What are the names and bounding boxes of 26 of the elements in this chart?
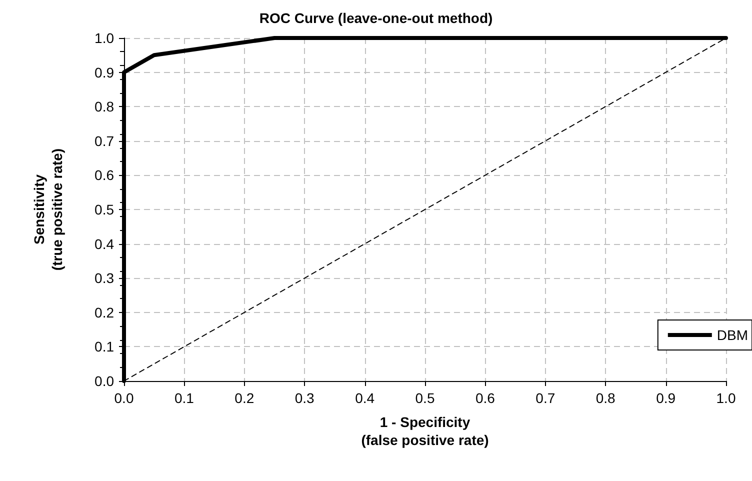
y-tick-label: 0.4 xyxy=(94,236,114,252)
y-tick-label: 0.9 xyxy=(94,64,114,80)
x-tick-label: 0.6 xyxy=(475,390,496,406)
x-tick-label: 0.7 xyxy=(536,390,556,406)
chart-title: ROC Curve (leave-one-out method) xyxy=(259,10,493,26)
y-tick-label: 0.6 xyxy=(94,167,114,184)
x-tick-label: 0.1 xyxy=(174,390,194,406)
x-tick-label: 0.4 xyxy=(355,390,375,406)
x-tick-label: 0.9 xyxy=(656,390,676,406)
legend-label: DBM xyxy=(716,327,748,343)
y-tick-label: 0.2 xyxy=(94,304,114,320)
y-tick-label: 0.8 xyxy=(94,98,114,115)
x-tick-label: 1.0 xyxy=(716,390,736,406)
y-tick-label: 1.0 xyxy=(94,30,114,46)
x-tick-label: 0.8 xyxy=(596,390,616,406)
x-tick-label: 0.2 xyxy=(234,390,254,406)
y-tick-label: 0.5 xyxy=(94,202,114,218)
x-tick-label: 0.3 xyxy=(294,390,315,406)
y-tick-label: 0.7 xyxy=(94,132,114,149)
x-tick-label: 0.0 xyxy=(114,390,134,406)
y-tick-label: 0.3 xyxy=(94,270,114,286)
y-tick-label: 0.1 xyxy=(94,338,114,355)
y-tick-label: 0.0 xyxy=(94,373,114,389)
x-tick-label: 0.5 xyxy=(415,390,435,406)
y-axis-title: Sensitivity (true positive rate) xyxy=(31,148,65,271)
x-axis-title: 1 - Specificity (false positive rate) xyxy=(361,414,489,448)
